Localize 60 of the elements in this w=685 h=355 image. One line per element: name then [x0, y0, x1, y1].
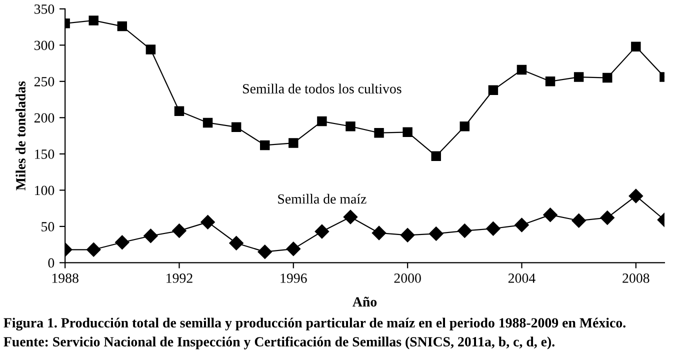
- x-axis-title: Año: [352, 296, 377, 307]
- point: [174, 106, 184, 116]
- point: [516, 64, 527, 75]
- point: [574, 72, 584, 82]
- y-tick-label: 100: [35, 186, 54, 196]
- x-tick-label: 2008: [622, 274, 650, 283]
- point: [543, 208, 558, 222]
- y-tick-label: 150: [35, 150, 54, 159]
- y-tick-label: 250: [34, 76, 54, 86]
- text: Figura 1. Producción total de semilla y producción particular de maíz en el periodo 1988-2009 en México.: [4, 318, 626, 330]
- point: [488, 85, 498, 95]
- y-tick-label: 300: [34, 40, 54, 50]
- x-tick-label: 1992: [166, 274, 192, 283]
- point: [429, 226, 444, 241]
- point: [602, 72, 612, 83]
- point: [458, 224, 472, 238]
- series-label: Semilla de maíz: [278, 194, 366, 204]
- point: [346, 122, 356, 132]
- point: [260, 140, 270, 150]
- point: [117, 21, 128, 32]
- point: [144, 228, 158, 243]
- source-note: Fuente: Servicio Nacional de Inspección y Certificación de Semillas (SNICS, 2011a, b, c, d, e).: [4, 336, 554, 350]
- point: [88, 16, 98, 26]
- point: [514, 218, 529, 232]
- point: [600, 210, 614, 225]
- y-tick-label: 200: [34, 113, 54, 123]
- point: [258, 244, 272, 259]
- y-tick-label: 0: [48, 258, 54, 268]
- x-tick-label: 1996: [280, 274, 307, 283]
- x-tick-label: 2000: [394, 274, 421, 283]
- point: [402, 127, 412, 138]
- text: Semilla de todos los cultivos: [243, 84, 402, 94]
- point: [86, 242, 101, 257]
- y-axis-title: Miles de toneladas: [16, 81, 26, 190]
- point: [372, 226, 386, 240]
- point: [631, 42, 641, 52]
- y-tick-label: 350: [34, 4, 54, 14]
- point: [343, 210, 358, 224]
- point: [286, 242, 300, 256]
- point: [229, 236, 244, 250]
- point: [115, 235, 130, 250]
- y-tick-label: 50: [42, 222, 54, 232]
- point: [545, 76, 556, 86]
- point: [572, 214, 586, 228]
- point: [172, 224, 186, 238]
- point: [288, 138, 298, 148]
- point: [314, 224, 330, 239]
- point: [374, 128, 384, 138]
- x-tick-label: 2004: [508, 274, 536, 283]
- point: [431, 151, 441, 161]
- point: [146, 44, 156, 54]
- point: [202, 118, 213, 128]
- point: [460, 122, 470, 132]
- point: [200, 215, 215, 230]
- point: [317, 116, 327, 126]
- point: [628, 188, 643, 204]
- point: [400, 228, 415, 242]
- x-tick-label: 1988: [52, 274, 78, 283]
- point: [486, 222, 500, 236]
- point: [231, 122, 242, 132]
